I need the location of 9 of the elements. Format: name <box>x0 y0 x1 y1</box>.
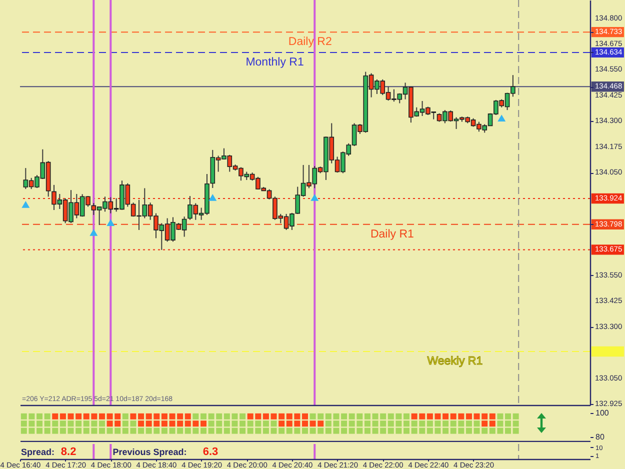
annotation: Spread: <box>21 447 55 457</box>
ref-line-label: Monthly R1 <box>246 56 304 68</box>
ref-line-label: Daily R1 <box>370 228 414 240</box>
annotation: Previous Spread: <box>112 447 187 457</box>
ref-line-label: Weekly R1 <box>427 356 483 368</box>
annotation: 8.2 <box>60 446 76 458</box>
y-tick-label: 80 <box>596 432 605 442</box>
annotation: 6.3 <box>202 446 218 458</box>
y-tick-label: 100 <box>596 408 610 418</box>
